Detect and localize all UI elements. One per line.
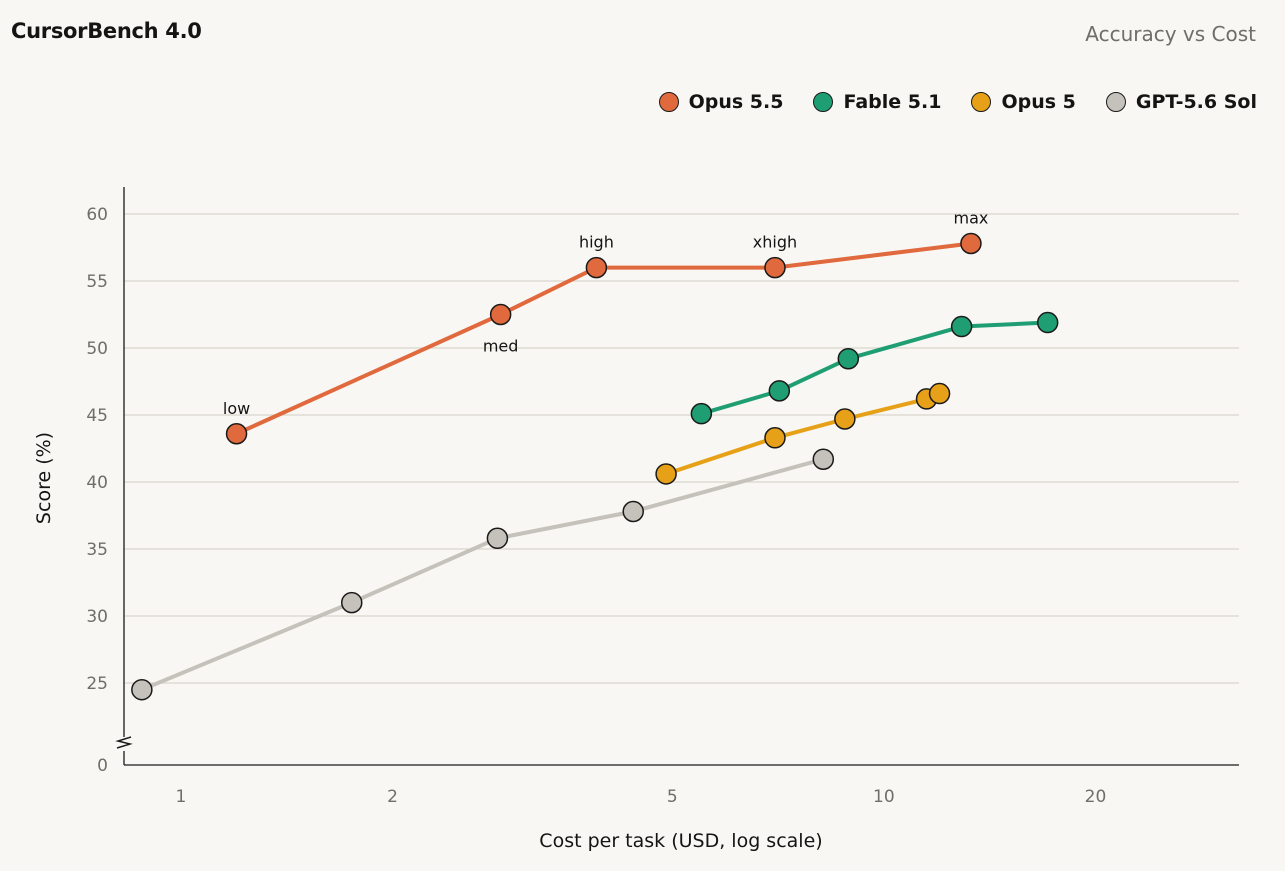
x-tick-label-10: 10 — [873, 787, 895, 807]
point-series-2-4 — [928, 382, 951, 405]
y-tick-label-35: 35 — [86, 540, 108, 560]
y-tick-label-60: 60 — [86, 205, 108, 225]
point-series-3-0 — [131, 678, 153, 701]
legend-label-fable-5-1: Fable 5.1 — [843, 91, 942, 113]
legend-item-fable-5-1: Fable 5.1 — [813, 91, 941, 113]
legend-label-opus-5: Opus 5 — [1001, 91, 1076, 113]
chart-subtitle: Accuracy vs Cost — [1085, 22, 1256, 46]
y-axis-title: Score (%) — [33, 432, 55, 524]
y-tick-label-25: 25 — [86, 674, 108, 694]
y-tick-label-40: 40 — [86, 473, 108, 493]
y-tick-label-30: 30 — [86, 607, 108, 627]
x-tick-label-2: 2 — [387, 787, 398, 807]
point-series-1-3 — [950, 315, 973, 338]
point-series-1-1 — [768, 380, 791, 402]
point-series-0-4 — [960, 232, 982, 255]
y-tick-label-55: 55 — [86, 272, 108, 292]
point-series-2-0 — [655, 463, 677, 485]
point-series-3-2 — [486, 527, 509, 550]
legend-item-opus-5-5: Opus 5.5 — [658, 91, 784, 113]
legend: Opus 5.5 Fable 5.1 Opus 5 GPT-5.6 Sol — [658, 91, 1257, 113]
point-series-2-1 — [764, 427, 786, 449]
point-label-med: med — [483, 337, 519, 356]
grid-lines — [124, 213, 1239, 684]
series-layer: low med high xhigh max — [131, 208, 1059, 701]
point-series-0-1 — [489, 303, 512, 326]
legend-item-gpt-5-6-sol: GPT-5.6 Sol — [1105, 91, 1257, 113]
point-series-3-1 — [340, 591, 363, 614]
x-axis-title: Cost per task (USD, log scale) — [539, 830, 822, 852]
point-series-0-2 — [585, 256, 608, 279]
point-label-high: high — [579, 233, 614, 252]
point-series-2-2 — [834, 408, 856, 430]
point-label-max: max — [954, 208, 989, 227]
y-tick-label-50: 50 — [86, 339, 108, 359]
point-series-3-4 — [812, 448, 835, 470]
x-tick-label-1: 1 — [175, 787, 186, 807]
point-series-1-2 — [837, 347, 860, 370]
y-tick-label-0: 0 — [97, 756, 108, 776]
series-line-3 — [139, 457, 826, 692]
point-label-low: low — [223, 399, 250, 418]
point-series-1-0 — [690, 402, 713, 425]
legend-label-gpt-5-6-sol: GPT-5.6 Sol — [1135, 91, 1257, 113]
point-label-xhigh: xhigh — [753, 233, 797, 252]
legend-swatch-opus-5 — [971, 92, 992, 112]
legend-swatch-opus-5-5 — [658, 92, 679, 112]
x-tick-label-20: 20 — [1085, 787, 1107, 807]
point-series-0-3 — [764, 256, 786, 279]
x-tick-label-5: 5 — [667, 787, 678, 807]
point-series-0-0 — [225, 423, 248, 445]
legend-label-opus-5-5: Opus 5.5 — [688, 91, 784, 113]
legend-swatch-gpt-5-6-sol — [1105, 92, 1126, 112]
point-series-3-3 — [622, 500, 644, 523]
y-tick-label-45: 45 — [86, 406, 108, 426]
legend-swatch-fable-5-1 — [813, 92, 834, 112]
series-line-1 — [699, 320, 1050, 416]
chart-title: CursorBench 4.0 — [11, 19, 202, 43]
legend-item-opus-5: Opus 5 — [971, 91, 1076, 113]
axis-break-mark — [115, 736, 133, 749]
point-series-1-4 — [1036, 311, 1059, 334]
